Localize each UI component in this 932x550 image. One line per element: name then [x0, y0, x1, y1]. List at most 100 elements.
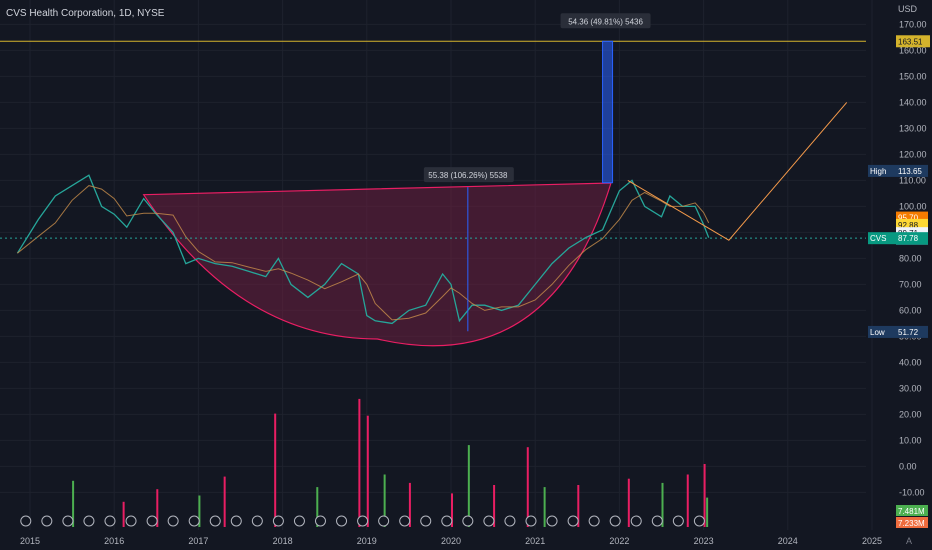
earnings-marker	[188, 515, 200, 527]
x-tick-label: 2023	[694, 536, 714, 546]
time-axis[interactable]: 2015 2016 2017 2018 2019 2020 2021 2022 2023 2024…	[20, 536, 882, 546]
measure-label-bg	[560, 13, 651, 29]
earnings-marker	[609, 515, 621, 527]
earnings-marker	[336, 515, 348, 527]
volume-bars	[72, 398, 709, 527]
volume-bar	[223, 476, 226, 527]
earnings-marker	[125, 515, 137, 527]
earnings-marker	[20, 515, 32, 527]
earnings-marker	[630, 515, 642, 527]
auto-scale-button[interactable]: A	[906, 536, 912, 546]
y-tick-label: 20.00	[899, 409, 922, 419]
earnings-marker	[672, 515, 684, 527]
level-tag: 92.88	[898, 221, 919, 230]
y-tick-label: 10.00	[899, 435, 922, 445]
earnings-marker	[83, 515, 95, 527]
projection-line	[627, 102, 848, 241]
price-axis[interactable]: 170.00 160.00 150.00 140.00 130.00 120.00 110.…	[899, 19, 927, 497]
y-tick-label: 70.00	[899, 279, 922, 289]
x-tick-label: 2017	[188, 536, 208, 546]
volume-bar	[156, 489, 159, 527]
y-tick-label: 120.00	[899, 149, 927, 159]
earnings-marker	[588, 515, 600, 527]
x-tick-label: 2015	[20, 536, 40, 546]
price-series	[16, 174, 710, 325]
earnings-marker	[441, 515, 453, 527]
y-tick-label: 0.00	[899, 461, 917, 471]
y-tick-label: 130.00	[899, 123, 927, 133]
last-price-tag: CVS	[870, 234, 886, 243]
symbol-title[interactable]: CVS Health Corporation, 1D, NYSE	[6, 8, 165, 19]
hline-value-bg	[896, 35, 930, 48]
earnings-marker	[399, 515, 411, 527]
vol-tag-bg	[896, 505, 928, 516]
last-price-value-bg	[896, 232, 928, 245]
overlays: 55.38 (106.26%) 5538 54.36 (49.81%) 5436	[0, 13, 866, 332]
earnings-marker	[314, 515, 326, 527]
measure-label: 55.38 (106.26%) 5538	[428, 171, 508, 180]
currency-label: USD	[898, 4, 918, 14]
level-tag: 95.70	[898, 214, 919, 223]
low-value: 51.72	[898, 328, 919, 337]
earnings-marker	[420, 515, 432, 527]
earnings-marker	[272, 515, 284, 527]
cup-shape	[142, 182, 612, 347]
volume-bar	[493, 485, 496, 527]
earnings-marker	[462, 515, 474, 527]
earnings-marker	[357, 515, 369, 527]
x-tick-label: 2024	[778, 536, 798, 546]
y-tick-label: 110.00	[899, 175, 926, 185]
low-tag: Low	[870, 328, 885, 337]
y-tick-label: 60.00	[899, 305, 922, 315]
volume-bar	[526, 447, 529, 527]
vol-tag-bg	[896, 517, 928, 528]
price-tags: 163.51High113.65Low51.7295.7092.8889.718…	[868, 35, 930, 528]
volume-bar	[122, 501, 125, 527]
high-value-bg	[896, 164, 928, 177]
x-tick-label: 2020	[441, 536, 461, 546]
x-tick-label: 2018	[273, 536, 293, 546]
volume-tag: 7.233M	[898, 519, 925, 528]
earnings-marker	[567, 515, 579, 527]
earnings-marker	[209, 515, 221, 527]
last-price-tag-bg	[868, 232, 896, 245]
earnings-marker	[41, 515, 53, 527]
earnings-marker	[378, 515, 390, 527]
moving-average-line	[17, 185, 710, 321]
high-tag: High	[870, 167, 886, 176]
earnings-marker	[483, 515, 495, 527]
earnings-marker	[104, 515, 116, 527]
x-tick-label: 2025	[862, 536, 882, 546]
earnings-marker	[525, 515, 537, 527]
y-tick-label: 40.00	[899, 357, 922, 367]
y-tick-label: -10.00	[899, 487, 925, 497]
x-tick-label: 2022	[609, 536, 629, 546]
volume-bar	[543, 487, 546, 527]
volume-bar	[706, 497, 709, 527]
volume-bar	[316, 487, 319, 527]
y-tick-label: 30.00	[899, 383, 922, 393]
high-value: 113.65	[898, 167, 922, 176]
x-tick-label: 2019	[357, 536, 377, 546]
earnings-marker	[504, 515, 516, 527]
earnings-marker	[293, 515, 305, 527]
y-tick-label: 170.00	[899, 19, 927, 29]
volume-bar	[577, 485, 580, 527]
volume-bar	[274, 413, 277, 527]
volume-bar	[408, 482, 411, 527]
volume-bar	[703, 464, 706, 527]
earnings-marker	[167, 515, 179, 527]
price-line	[16, 174, 710, 325]
y-tick-label: 140.00	[899, 97, 927, 107]
volume-bar	[72, 480, 75, 527]
earnings-markers	[20, 515, 705, 527]
volume-bar	[627, 478, 630, 527]
low-tag-bg	[868, 325, 896, 338]
y-tick-label: 100.00	[899, 201, 927, 211]
hline-value: 163.51	[898, 37, 923, 46]
volume-bar	[467, 445, 470, 527]
earnings-marker	[62, 515, 74, 527]
volume-tag: 7.481M	[898, 507, 925, 516]
